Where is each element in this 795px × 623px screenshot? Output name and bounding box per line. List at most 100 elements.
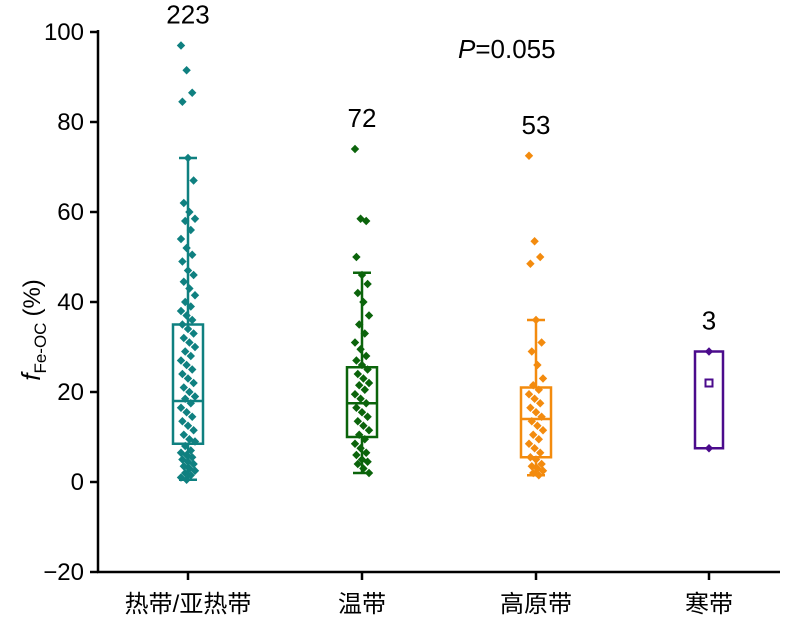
data-point [182, 243, 191, 253]
data-point [531, 455, 541, 464]
data-point [179, 383, 188, 392]
data-point [190, 392, 200, 401]
data-point [182, 475, 191, 484]
axes [96, 30, 780, 574]
data-point [360, 385, 369, 394]
data-point [179, 333, 188, 343]
box-group: 3 [693, 306, 725, 453]
data-point [360, 329, 369, 338]
data-point [526, 259, 535, 268]
data-point [536, 399, 545, 408]
data-point [534, 471, 543, 480]
data-point [527, 417, 536, 426]
data-point [530, 444, 539, 453]
y-tick-label: −20 [43, 559, 84, 586]
data-point [182, 360, 191, 370]
data-point [364, 468, 374, 478]
data-point [352, 403, 361, 412]
data-point [352, 252, 361, 262]
data-point [529, 430, 538, 439]
data-point [183, 324, 193, 334]
data-point [189, 270, 198, 280]
data-point [355, 320, 364, 329]
data-point [183, 374, 193, 383]
data-point [538, 466, 548, 475]
data-point [350, 390, 360, 399]
data-point [350, 338, 360, 347]
data-point [355, 430, 364, 439]
y-axis-label-sub: Fe-OC [31, 323, 50, 374]
data-point [179, 430, 188, 439]
data-point [359, 464, 368, 473]
data-point [186, 302, 195, 311]
data-point [176, 448, 186, 457]
data-point [181, 441, 190, 451]
data-point [178, 97, 187, 106]
data-point [178, 417, 187, 426]
data-point [178, 320, 187, 329]
data-point [359, 374, 368, 383]
data-point [186, 471, 195, 480]
data-point [188, 315, 197, 325]
data-point [533, 421, 542, 430]
data-point [350, 439, 360, 448]
data-point [185, 284, 194, 293]
data-point [524, 390, 534, 399]
data-point [360, 435, 369, 444]
data-point [524, 439, 534, 448]
data-point [188, 88, 197, 97]
data-point [363, 412, 372, 421]
data-point [176, 41, 186, 50]
data-point [183, 153, 193, 163]
data-point [189, 176, 198, 185]
data-point [176, 403, 186, 412]
data-point [357, 408, 367, 417]
data-point [189, 329, 198, 338]
data-point [188, 250, 197, 259]
y-tick-label: 0 [71, 469, 84, 496]
data-point [181, 347, 190, 356]
data-point [186, 351, 195, 361]
data-point [356, 394, 365, 403]
data-point [363, 365, 372, 374]
data-point [537, 412, 546, 421]
data-point [359, 421, 368, 430]
data-point [537, 338, 546, 347]
data-point [534, 385, 543, 394]
data-point [364, 311, 374, 320]
data-point [704, 347, 714, 356]
sample-count-label: 53 [522, 110, 551, 140]
data-point [185, 387, 194, 397]
data-point [186, 446, 195, 455]
data-point [178, 369, 187, 379]
sample-count-label: 72 [348, 103, 377, 133]
box-group: 72 [345, 103, 379, 478]
data-point [182, 66, 191, 75]
data-point [362, 399, 371, 408]
data-point [357, 270, 367, 280]
data-point [188, 412, 197, 421]
data-point [182, 311, 191, 320]
p-value-annotation: P=0.055 [458, 34, 556, 64]
data-point [364, 378, 374, 388]
data-point [350, 144, 360, 154]
data-point [352, 356, 361, 365]
data-point [183, 457, 193, 466]
data-point [179, 198, 188, 208]
data-point [536, 252, 545, 262]
y-tick-label: 100 [44, 19, 84, 46]
data-point [356, 444, 365, 453]
y-ticks: −20 0 20 40 60 80 100 [43, 19, 98, 586]
data-point [181, 297, 190, 307]
y-tick-label: 60 [57, 199, 84, 226]
data-point [181, 394, 190, 403]
data-point [189, 426, 198, 435]
data-point [363, 457, 372, 466]
box-groups: 223 72 53 3 [166, 0, 725, 484]
data-point [190, 437, 200, 446]
data-point [529, 468, 538, 478]
mean-marker [704, 378, 714, 388]
x-category-label: 温带 [338, 591, 386, 618]
svg-text:fFe-OC(%): fFe-OC (%) [16, 279, 50, 381]
